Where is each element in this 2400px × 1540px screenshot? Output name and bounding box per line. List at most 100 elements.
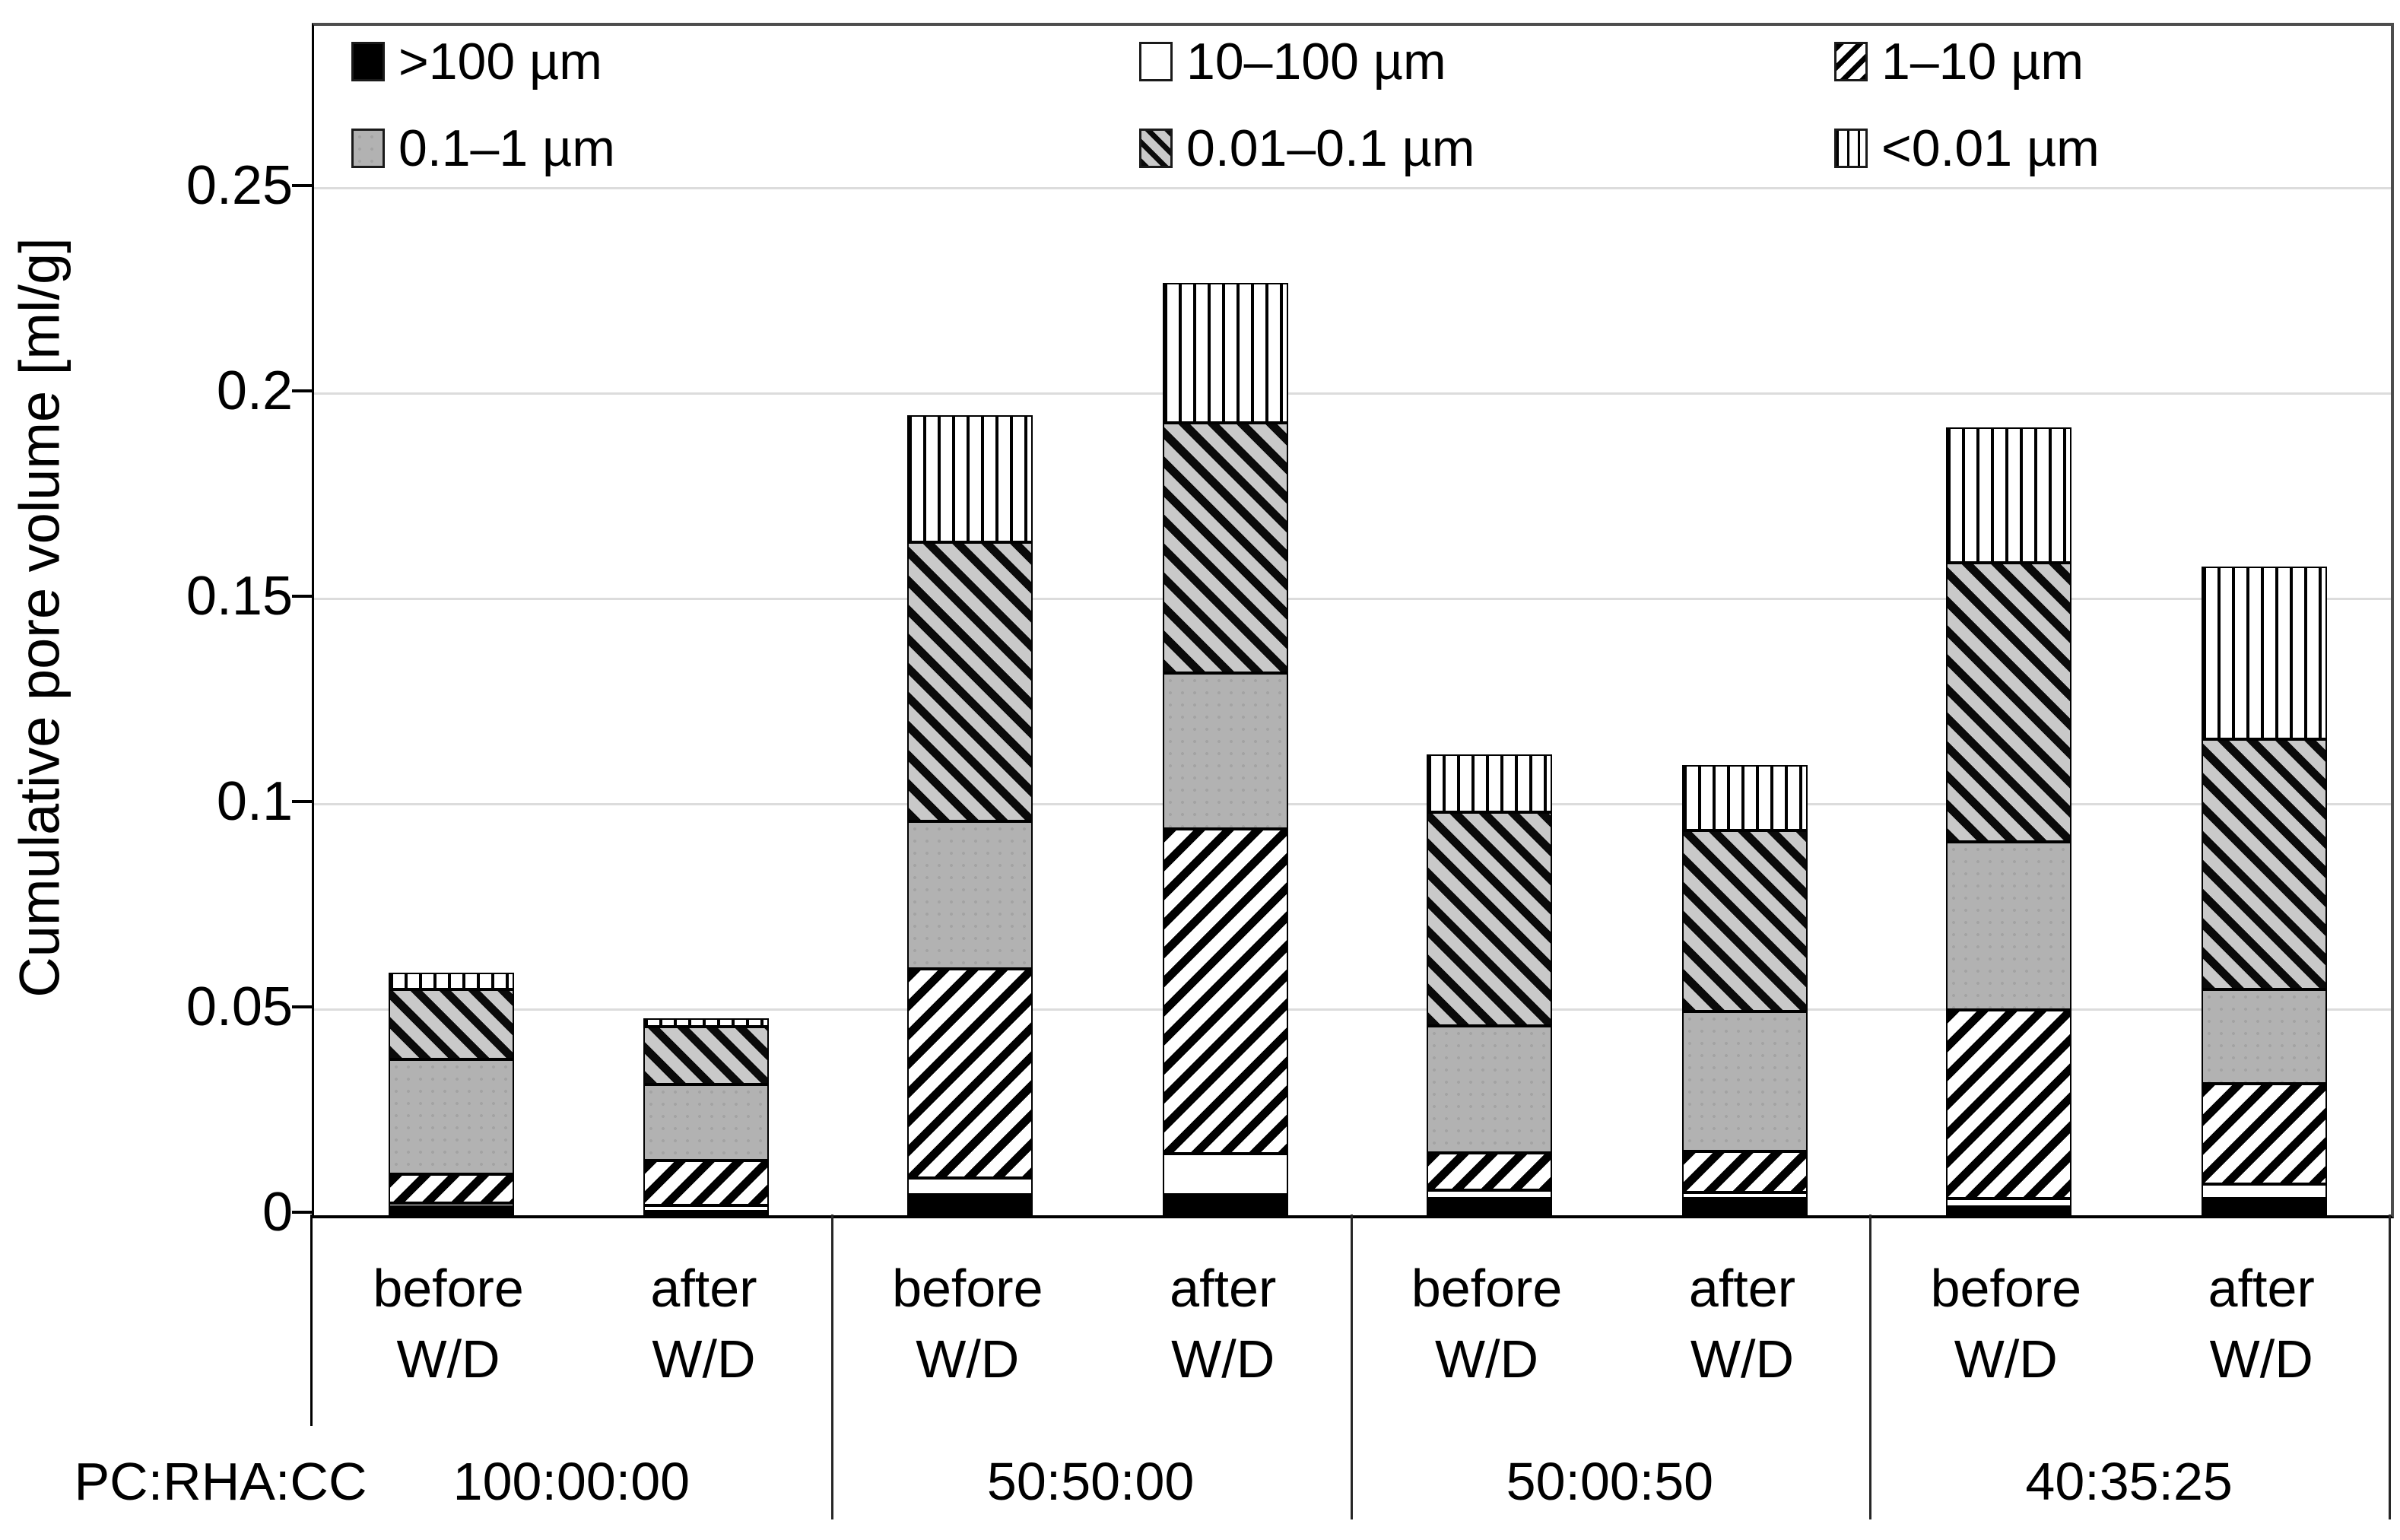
bar-segment [1163, 829, 1289, 1154]
gridline-0.15 [314, 598, 2391, 600]
bar-segment [1427, 1026, 1553, 1153]
bar-segment [1427, 1190, 1553, 1199]
bar-segment [2201, 739, 2327, 989]
y-tick-mark [292, 595, 312, 598]
bar-segment [907, 542, 1033, 821]
bar-segment [388, 1207, 514, 1215]
stacked-bar-100:00:00-after [643, 1018, 770, 1215]
legend-item: 10–100 µm [1139, 33, 1446, 90]
bar-segment [1163, 1195, 1289, 1215]
bar-segment [1163, 673, 1289, 829]
bar-segment [1163, 423, 1289, 673]
bar-segment [907, 415, 1033, 542]
group-separator [1869, 1215, 1872, 1519]
legend-swatch-white [1139, 42, 1173, 81]
bar-segment [1163, 283, 1289, 423]
bar-segment [1427, 812, 1553, 1026]
bar-segment [1681, 765, 1808, 830]
legend-item: 0.1–1 µm [351, 119, 615, 177]
bar-segment [907, 1195, 1033, 1215]
bar-segment [1945, 563, 2071, 842]
group-label: 100:00:00 [452, 1452, 690, 1511]
y-tick-label: 0.25 [186, 155, 293, 216]
y-tick-label: 0.2 [216, 360, 293, 421]
group-label: 40:35:25 [2025, 1452, 2233, 1511]
category-prefix-label: PC:RHA:CC [74, 1452, 367, 1511]
bar-segment [2201, 1184, 2327, 1199]
gridline-0.25 [314, 187, 2391, 189]
y-tick-mark [292, 1211, 312, 1214]
y-tick-label: 0.15 [186, 566, 293, 627]
legend-label: 0.1–1 µm [398, 119, 615, 177]
y-tick-mark [292, 389, 312, 392]
y-tick-label: 0.1 [216, 771, 293, 832]
gridline-0.1 [314, 803, 2391, 805]
bar-segment [1945, 1199, 2071, 1207]
bar-segment [1945, 842, 2071, 1010]
legend-swatch-diagonal-up-hatch [1834, 42, 1868, 81]
bar-segment [1681, 1199, 1808, 1215]
y-tick-label: 0 [262, 1182, 293, 1243]
bar-segment [643, 1027, 770, 1084]
y-tick-mark [292, 184, 312, 187]
bar-segment [2201, 989, 2327, 1084]
y-tick-mark [292, 1005, 312, 1008]
bar-segment [1945, 427, 2071, 563]
stacked-bar-50:00:50-after [1681, 765, 1808, 1215]
x-category-label: after W/D [1170, 1259, 1277, 1389]
bar-segment [2201, 1084, 2327, 1184]
group-separator [1350, 1215, 1353, 1519]
bar-segment [388, 1174, 514, 1203]
y-tick-label: 0.05 [186, 976, 293, 1037]
y-tick-mark [292, 800, 312, 803]
group-separator-right [2389, 1215, 2391, 1519]
bar-group-50:50:00 [833, 26, 1353, 1215]
legend-item: <0.01 µm [1834, 119, 2100, 177]
bar-segment [1945, 1207, 2071, 1215]
stacked-bar-50:50:00-before [907, 415, 1033, 1215]
bar-segment [388, 1203, 514, 1207]
x-category-label: before W/D [892, 1259, 1043, 1389]
bar-segment [1163, 1154, 1289, 1195]
gridline-0.05 [314, 1008, 2391, 1011]
y-axis-title: Cumulative pore volume [ml/g] [8, 237, 71, 998]
legend-item: 1–10 µm [1834, 33, 2084, 90]
legend-label: 1–10 µm [1881, 33, 2084, 90]
legend-label: >100 µm [398, 33, 602, 90]
bar-segment [2201, 567, 2327, 739]
legend-item: 0.01–0.1 µm [1139, 119, 1475, 177]
x-category-label: after W/D [650, 1259, 757, 1389]
legend-swatch-vertical-lines [1834, 129, 1868, 168]
legend-item: >100 µm [351, 33, 602, 90]
legend-label: 10–100 µm [1186, 33, 1446, 90]
bar-segment [643, 1018, 770, 1027]
bar-group-50:00:50 [1353, 26, 1872, 1215]
x-category-label: before W/D [373, 1259, 524, 1389]
gridline-0.2 [314, 392, 2391, 395]
bar-segment [2201, 1199, 2327, 1215]
bar-segment [907, 969, 1033, 1178]
bar-segment [1945, 1010, 2071, 1199]
bar-segment [1681, 1011, 1808, 1151]
bar-segment [643, 1084, 770, 1161]
bar-segment [643, 1205, 770, 1211]
bar-segment [1427, 1153, 1553, 1190]
group-label: 50:00:50 [1506, 1452, 1714, 1511]
bar-segment [1681, 830, 1808, 1011]
bar-segment [1427, 754, 1553, 812]
legend-swatch-solid-gray [351, 129, 385, 168]
x-category-label: before W/D [1411, 1259, 1563, 1389]
x-category-label: after W/D [2208, 1259, 2315, 1389]
x-category-label: after W/D [1688, 1259, 1796, 1389]
bar-segment [643, 1161, 770, 1205]
bar-segment [1681, 1192, 1808, 1199]
bar-segment [907, 821, 1033, 969]
bar-segment [643, 1211, 770, 1215]
stacked-bar-50:50:00-after [1163, 283, 1289, 1215]
bar-segment [1427, 1199, 1553, 1215]
group-label: 50:50:00 [986, 1452, 1195, 1511]
legend-swatch-diagonal-down-hatch-on-gray [1139, 129, 1173, 168]
group-separator [830, 1215, 833, 1519]
bar-segment [1681, 1151, 1808, 1192]
